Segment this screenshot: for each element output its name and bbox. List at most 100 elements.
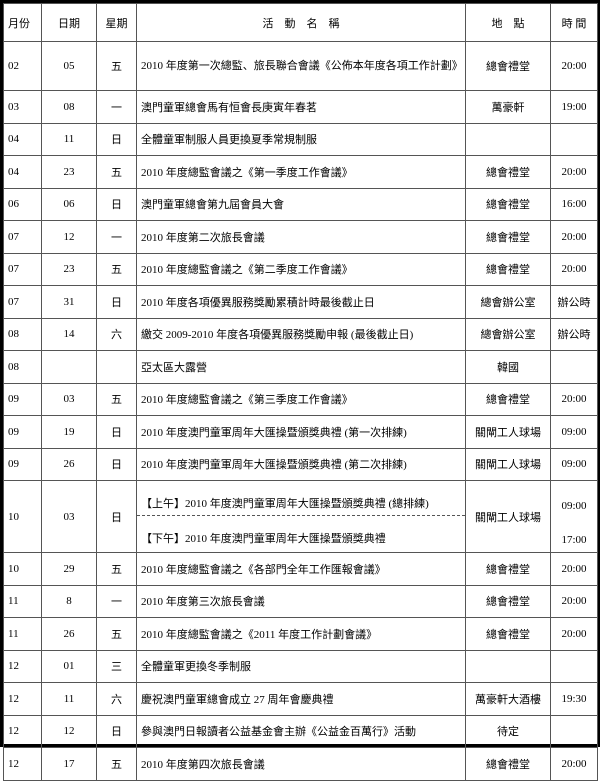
cell-month: 08 — [3, 350, 42, 384]
cell-activity: 2010 年度總監會議之《2011 年度工作計劃會議》 — [136, 617, 466, 651]
cell-venue: 總會禮堂 — [465, 155, 551, 189]
table-row: 08 亞太區大露營 韓國 — [3, 350, 598, 384]
cell-activity: 2010 年度第四次旅長會議 — [136, 747, 466, 781]
table-row: 07 23 五 2010 年度總監會議之《第二季度工作會議》 總會禮堂 20:00 — [3, 252, 598, 286]
cell-activity-pm: 【下午】2010 年度澳門童軍周年大匯操暨頒獎典禮 — [136, 515, 466, 553]
cell-weekday: 一 — [96, 584, 137, 618]
cell-time: 16:00 — [550, 187, 598, 221]
table-row: 07 31 日 2010 年度各項優異服務獎勵累積計時最後截止日 總會辦公室 辦公時 — [3, 285, 598, 319]
table-row: 12 11 六慶祝澳門童軍總會成立 27 周年會慶典禮 萬豪軒大酒樓 19:30 — [3, 682, 598, 716]
cell-activity: 2010 年度第一次總監、旅長聯合會議《公佈本年度各項工作計劃》 — [136, 41, 466, 91]
cell-month: 07 — [3, 252, 42, 286]
cell-time: 19:30 — [550, 682, 598, 716]
cell-month: 09 — [3, 447, 42, 481]
cell-weekday: 一 — [96, 90, 137, 124]
cell-venue: 總會禮堂 — [465, 747, 551, 781]
table-row: 09 26 日 2010 年度澳門童軍周年大匯操暨頒獎典禮 (第二次排練) 關閘工人球場… — [3, 447, 598, 481]
cell-weekday — [96, 350, 137, 384]
cell-date: 12 — [41, 220, 97, 254]
cell-time: 20:00 — [550, 382, 598, 416]
cell-time: 19:00 — [550, 90, 598, 124]
cell-venue — [465, 649, 551, 683]
cell-date: 01 — [41, 649, 97, 683]
cell-weekday: 六 — [96, 317, 137, 351]
cell-month: 07 — [3, 285, 42, 319]
header-weekday: 星期 — [96, 3, 137, 42]
cell-month: 09 — [3, 382, 42, 416]
cell-date: 08 — [41, 90, 97, 124]
cell-venue: 總會禮堂 — [465, 220, 551, 254]
table-row: 06 06 日澳門童軍總會第九屆會員大會 總會禮堂 16:00 — [3, 187, 598, 221]
cell-month: 07 — [3, 220, 42, 254]
cell-weekday: 五 — [96, 382, 137, 416]
header-venue: 地 點 — [465, 3, 551, 42]
cell-activity: 全體童軍更換冬季制服 — [136, 649, 466, 683]
cell-venue: 韓國 — [465, 350, 551, 384]
cell-month: 03 — [3, 90, 42, 124]
table-row: 12 17 五 2010 年度第四次旅長會議 總會禮堂 20:00 — [3, 747, 598, 781]
cell-activity: 全體童軍制服人員更換夏季常規制服 — [136, 122, 466, 156]
table-row-split-pm: 【下午】2010 年度澳門童軍周年大匯操暨頒獎典禮 17:00 — [4, 515, 598, 553]
table-row: 12 01 三全體童軍更換冬季制服 — [3, 649, 598, 683]
cell-date — [41, 350, 97, 384]
cell-activity: 2010 年度總監會議之《各部門全年工作匯報會議》 — [136, 552, 466, 586]
cell-month: 04 — [3, 155, 42, 189]
cell-weekday: 五 — [96, 155, 137, 189]
cell-weekday: 三 — [96, 649, 137, 683]
cell-venue: 總會禮堂 — [465, 187, 551, 221]
cell-month: 10 — [3, 480, 42, 553]
cell-date: 03 — [41, 480, 97, 553]
cell-weekday: 五 — [96, 617, 137, 651]
cell-venue: 總會禮堂 — [465, 41, 551, 91]
cell-activity: 2010 年度總監會議之《第一季度工作會議》 — [136, 155, 466, 189]
cell-date: 26 — [41, 447, 97, 481]
cell-activity: 澳門童軍總會第九屆會員大會 — [136, 187, 466, 221]
cell-date: 06 — [41, 187, 97, 221]
cell-weekday: 日 — [96, 122, 137, 156]
cell-weekday: 五 — [96, 41, 137, 91]
cell-venue: 關閘工人球場 — [465, 415, 551, 449]
cell-month: 12 — [3, 682, 42, 716]
cell-activity: 亞太區大露營 — [136, 350, 466, 384]
cell-date: 03 — [41, 382, 97, 416]
cell-month: 09 — [3, 415, 42, 449]
table-row: 11 26 五 2010 年度總監會議之《2011 年度工作計劃會議》 總會禮堂 20:0… — [3, 617, 598, 651]
cell-time — [550, 649, 598, 683]
cell-venue — [465, 122, 551, 156]
table-row: 09 19 日 2010 年度澳門童軍周年大匯操暨頒獎典禮 (第一次排練) 關閘工人球場… — [3, 415, 598, 449]
cell-activity: 2010 年度總監會議之《第二季度工作會議》 — [136, 252, 466, 286]
cell-activity: 2010 年度各項優異服務獎勵累積計時最後截止日 — [136, 285, 466, 319]
cell-venue: 待定 — [465, 714, 551, 748]
cell-activity: 慶祝澳門童軍總會成立 27 周年會慶典禮 — [136, 682, 466, 716]
cell-date: 11 — [41, 122, 97, 156]
table-row: 08 14 六繳交 2009-2010 年度各項優異服務獎勵申報 (最後截止日) 總會… — [3, 317, 598, 351]
cell-month: 06 — [3, 187, 42, 221]
cell-time: 20:00 — [550, 552, 598, 586]
cell-venue: 總會禮堂 — [465, 552, 551, 586]
table-row: 02 05 五 2010 年度第一次總監、旅長聯合會議《公佈本年度各項工作計劃》 總會禮… — [3, 41, 598, 91]
cell-date: 19 — [41, 415, 97, 449]
cell-weekday: 五 — [96, 747, 137, 781]
cell-weekday: 日 — [96, 480, 137, 553]
cell-date: 8 — [41, 584, 97, 618]
cell-month: 04 — [3, 122, 42, 156]
cell-venue: 總會禮堂 — [465, 252, 551, 286]
cell-venue: 總會禮堂 — [465, 584, 551, 618]
cell-date: 12 — [41, 714, 97, 748]
header-activity: 活 動 名 稱 — [136, 3, 466, 42]
cell-time: 20:00 — [550, 747, 598, 781]
table-row: 07 12 一 2010 年度第二次旅長會議 總會禮堂 20:00 — [3, 220, 598, 254]
cell-month: 02 — [3, 41, 42, 91]
cell-time-pm: 17:00 — [550, 515, 598, 553]
cell-month: 12 — [3, 649, 42, 683]
cell-month: 12 — [3, 747, 42, 781]
cell-month: 12 — [3, 714, 42, 748]
cell-weekday: 一 — [96, 220, 137, 254]
header-date: 日期 — [41, 3, 97, 42]
cell-activity-am: 【上午】2010 年度澳門童軍周年大匯操暨頒獎典禮 (總排練) — [136, 480, 466, 516]
table-row: 10 29 五 2010 年度總監會議之《各部門全年工作匯報會議》 總會禮堂 20:00 — [3, 552, 598, 586]
cell-weekday: 日 — [96, 447, 137, 481]
cell-time: 20:00 — [550, 252, 598, 286]
cell-time: 20:00 — [550, 617, 598, 651]
cell-date: 31 — [41, 285, 97, 319]
